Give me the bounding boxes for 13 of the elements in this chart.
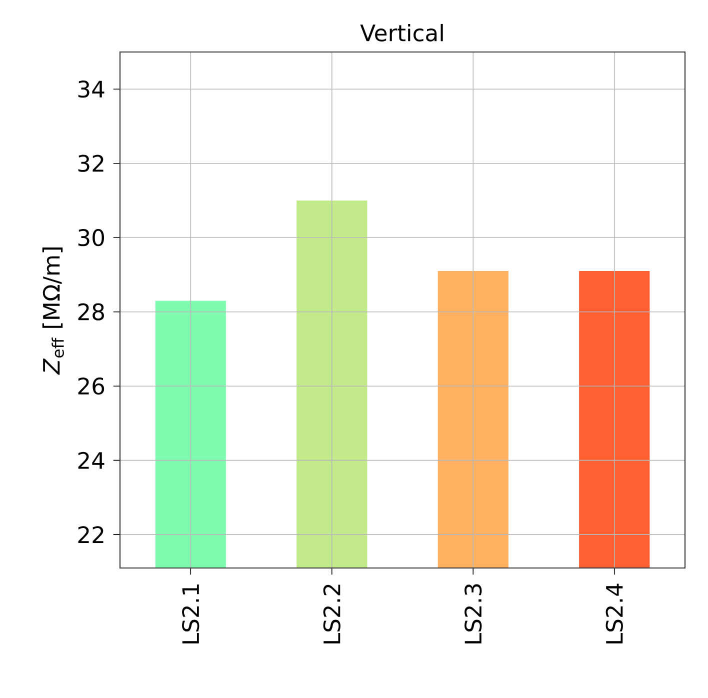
- y-tick-label: 32: [78, 154, 104, 172]
- y-tick-label: 34: [78, 80, 104, 98]
- x-tick-label: LS2.4: [606, 584, 623, 644]
- y-tick-label: 28: [78, 303, 104, 320]
- y-tick-label: 22: [78, 526, 104, 543]
- y-tick-label: 30: [78, 229, 104, 246]
- y-tick-label: 24: [78, 452, 104, 469]
- chart-title: Vertical: [360, 24, 443, 42]
- x-tick-label: LS2.2: [323, 584, 340, 644]
- y-tick-label: 26: [78, 378, 104, 395]
- x-tick-label: LS2.1: [182, 584, 200, 644]
- x-tick-label: LS2.3: [464, 584, 482, 644]
- y-axis-title: Z$_{eff}$ [MΩ/m]: [42, 248, 64, 375]
